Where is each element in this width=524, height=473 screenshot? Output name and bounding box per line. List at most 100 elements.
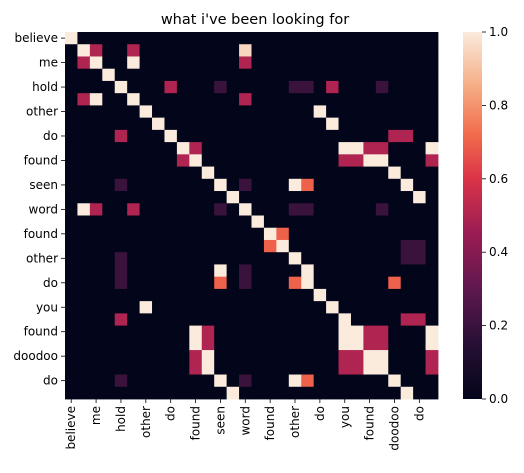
heatmap-cell xyxy=(77,32,91,45)
heatmap-cell xyxy=(425,142,439,155)
heatmap-cell xyxy=(77,239,91,253)
heatmap-cell xyxy=(301,44,315,57)
heatmap-cell xyxy=(164,105,178,119)
heatmap-cell xyxy=(102,191,116,204)
heatmap-cell xyxy=(263,386,277,400)
heatmap-cell xyxy=(226,129,240,143)
heatmap-cell xyxy=(127,239,140,253)
heatmap-cell xyxy=(301,350,315,363)
heatmap-cell xyxy=(288,32,302,45)
heatmap-cell xyxy=(338,215,352,229)
heatmap-cell xyxy=(152,374,165,388)
heatmap-cell xyxy=(363,350,377,363)
heatmap-cell xyxy=(239,56,252,70)
heatmap-cell xyxy=(425,288,439,302)
heatmap-cell xyxy=(77,374,91,388)
heatmap-cell xyxy=(89,374,103,388)
heatmap-cell xyxy=(350,386,364,400)
heatmap-cell xyxy=(388,32,402,45)
heatmap-cell xyxy=(338,32,352,45)
heatmap-cell xyxy=(189,154,203,167)
heatmap-cell xyxy=(301,105,315,119)
heatmap-cell xyxy=(363,178,377,192)
heatmap-cell xyxy=(102,227,116,241)
heatmap-cell xyxy=(164,350,178,363)
heatmap-cell xyxy=(139,93,153,106)
heatmap-cell xyxy=(388,362,402,375)
heatmap-cell xyxy=(363,362,377,375)
heatmap-cell xyxy=(350,166,364,180)
heatmap-cell xyxy=(288,386,302,400)
heatmap-cell xyxy=(152,129,165,143)
heatmap-cell xyxy=(226,374,240,388)
heatmap-cell xyxy=(276,191,290,204)
heatmap-cell xyxy=(338,117,352,131)
heatmap-cell xyxy=(139,117,153,131)
heatmap-cell xyxy=(239,313,252,326)
heatmap-cell xyxy=(313,337,327,351)
heatmap-cell xyxy=(413,313,426,326)
heatmap-cell xyxy=(251,362,265,375)
heatmap-cell xyxy=(164,386,178,400)
heatmap-cell xyxy=(139,313,153,326)
heatmap-cell xyxy=(251,93,265,106)
heatmap-cell xyxy=(375,325,389,339)
heatmap-cell xyxy=(65,301,78,314)
heatmap-cell xyxy=(326,142,339,155)
heatmap-cell xyxy=(375,313,389,326)
heatmap-cell xyxy=(189,374,203,388)
heatmap-cell xyxy=(350,337,364,351)
heatmap-cell xyxy=(139,68,153,82)
heatmap-cell xyxy=(313,166,327,180)
heatmap-cell xyxy=(65,105,78,119)
heatmap-cell xyxy=(176,386,190,400)
heatmap-cell xyxy=(139,252,153,265)
heatmap-cell xyxy=(375,239,389,253)
heatmap-cell xyxy=(89,191,103,204)
heatmap-cell xyxy=(176,350,190,363)
heatmap-cell xyxy=(326,215,339,229)
heatmap-cell xyxy=(288,227,302,241)
heatmap-cell xyxy=(189,178,203,192)
y-tick-label: me xyxy=(39,56,58,70)
heatmap-cell xyxy=(425,350,439,363)
heatmap-cell xyxy=(301,362,315,375)
heatmap-cell xyxy=(65,227,78,241)
heatmap-cell xyxy=(301,239,315,253)
heatmap-cell xyxy=(214,337,228,351)
heatmap-cell xyxy=(263,362,277,375)
heatmap-cell xyxy=(338,276,352,290)
heatmap-cell xyxy=(102,166,116,180)
heatmap-cell xyxy=(413,203,426,216)
heatmap-cell xyxy=(251,374,265,388)
heatmap-cell xyxy=(338,325,352,339)
heatmap-cell xyxy=(413,44,426,57)
heatmap-cell xyxy=(239,252,252,265)
heatmap-cell xyxy=(350,32,364,45)
heatmap-cell xyxy=(375,386,389,400)
heatmap-cell xyxy=(350,313,364,326)
heatmap-cell xyxy=(375,203,389,216)
heatmap-cell xyxy=(77,301,91,314)
heatmap-cell xyxy=(375,350,389,363)
heatmap-cell xyxy=(102,350,116,363)
heatmap-cell xyxy=(102,93,116,106)
heatmap-cell xyxy=(89,154,103,167)
heatmap-cell xyxy=(350,252,364,265)
heatmap-cell xyxy=(276,178,290,192)
heatmap-cell xyxy=(201,105,215,119)
heatmap-cell xyxy=(226,93,240,106)
heatmap-cell xyxy=(239,117,252,131)
heatmap-cell xyxy=(176,337,190,351)
heatmap-cell xyxy=(226,80,240,94)
heatmap-cell xyxy=(152,105,165,119)
heatmap-cell xyxy=(89,386,103,400)
heatmap-cell xyxy=(176,68,190,82)
heatmap-cell xyxy=(239,227,252,241)
heatmap-cell xyxy=(164,288,178,302)
heatmap-cell xyxy=(139,154,153,167)
heatmap-cell xyxy=(363,203,377,216)
heatmap-cell xyxy=(139,44,153,57)
heatmap-cell xyxy=(288,191,302,204)
heatmap-cell xyxy=(413,239,426,253)
